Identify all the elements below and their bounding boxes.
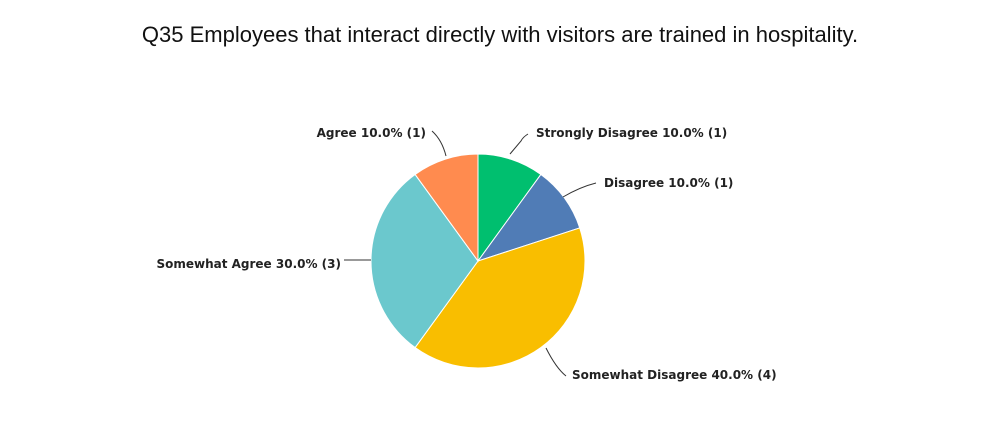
slice-label-somewhat-disagree: Somewhat Disagree 40.0% (4) (572, 368, 777, 382)
leader-line-disagree (562, 182, 597, 198)
pie-slice-somewhat-agree (370, 173, 479, 349)
leader-line-somewhat-disagree (545, 347, 567, 377)
slice-label-disagree: Disagree 10.0% (1) (604, 176, 733, 190)
slice-label-agree: Agree 10.0% (1) (317, 126, 426, 140)
leader-line-strongly-disagree (509, 133, 529, 155)
slice-label-somewhat-agree: Somewhat Agree 30.0% (3) (156, 257, 341, 271)
pie-slice-somewhat-disagree (414, 227, 586, 369)
chart-title: Q35 Employees that interact directly wit… (141, 22, 859, 47)
leader-line-agree (431, 130, 447, 157)
pie-slice-agree (414, 153, 479, 263)
slice-label-strongly-disagree: Strongly Disagree 10.0% (1) (536, 126, 727, 140)
